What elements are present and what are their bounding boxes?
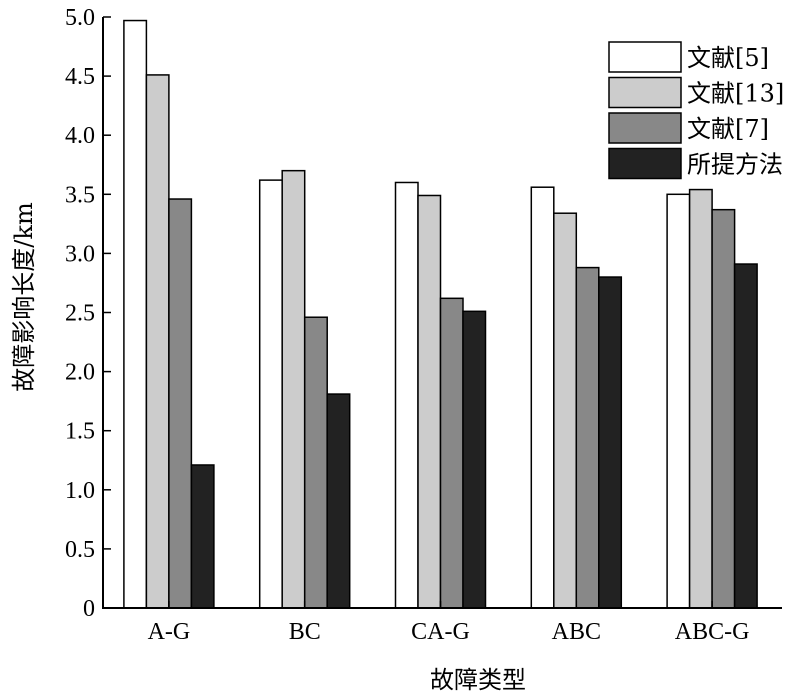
legend-swatch	[608, 112, 682, 144]
y-tick-label: 5.0	[65, 5, 95, 31]
bar	[439, 297, 464, 609]
bar	[666, 193, 691, 609]
bar	[281, 169, 306, 609]
bar	[394, 181, 419, 609]
x-tick-label: ABC-G	[675, 619, 750, 645]
y-tick-label: 1.5	[65, 419, 95, 445]
bar	[553, 212, 578, 609]
bar	[145, 74, 170, 609]
bar	[711, 208, 736, 609]
legend-swatch	[608, 41, 682, 73]
bar	[326, 393, 351, 609]
x-tick-label: BC	[289, 619, 321, 645]
y-tick-label: 2.0	[65, 360, 95, 386]
bar	[417, 194, 442, 609]
bar	[733, 263, 758, 609]
legend-swatch	[608, 147, 682, 180]
bar	[530, 186, 555, 609]
legend-label: 文献[5]	[687, 44, 769, 72]
x-tick-label: ABC	[552, 619, 601, 645]
bar	[168, 198, 193, 609]
y-tick-label: 4.0	[65, 123, 95, 149]
y-tick-label: 2.5	[65, 301, 95, 327]
legend-swatch	[608, 76, 682, 109]
bar	[303, 316, 328, 609]
bar	[190, 464, 215, 609]
x-tick-label: CA-G	[411, 619, 470, 645]
y-ticks-layer: 0 0.5 1.0 1.5 2.0 2.5 3.0 3.5 4.0 4.5 5.0	[65, 5, 111, 622]
bar	[258, 179, 283, 609]
bar	[598, 276, 623, 609]
bar	[688, 188, 713, 609]
x-axis-title: 故障类型	[430, 666, 526, 694]
bar	[123, 19, 148, 609]
x-tick-label: A-G	[148, 619, 191, 645]
y-tick-label: 0	[83, 596, 95, 622]
y-tick-label: 3.0	[65, 241, 95, 267]
y-tick-label: 3.5	[65, 182, 95, 208]
y-tick-label: 0.5	[65, 537, 95, 563]
bars-layer	[123, 19, 758, 609]
x-ticks-layer: A-G BC CA-G ABC ABC-G	[148, 601, 750, 645]
y-axis-title: 故障影响长度/km	[10, 202, 38, 392]
legend-label: 文献[7]	[687, 115, 769, 143]
legend-label: 所提方法	[687, 151, 783, 179]
y-tick-label: 1.0	[65, 478, 95, 504]
bar	[462, 310, 487, 609]
legend: 文献[5] 文献[13] 文献[7] 所提方法	[608, 41, 784, 180]
bar	[575, 266, 600, 609]
legend-label: 文献[13]	[687, 80, 784, 108]
y-tick-label: 4.5	[65, 64, 95, 90]
